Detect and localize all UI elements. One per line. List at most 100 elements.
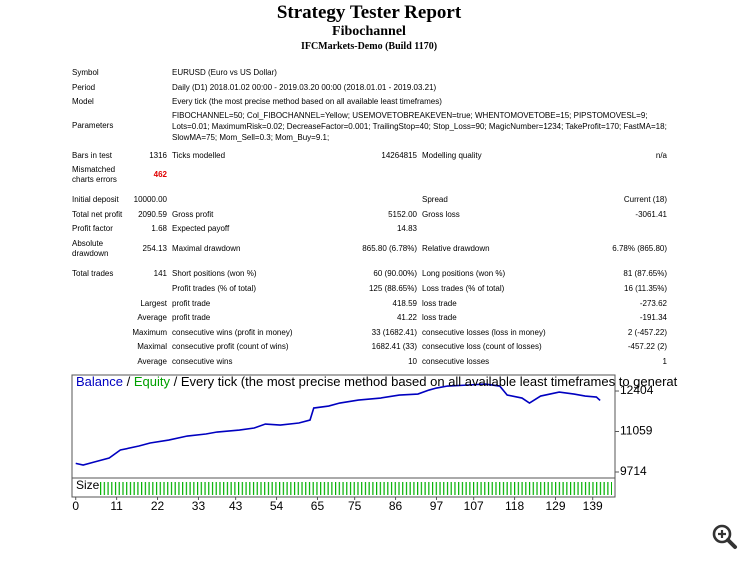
- row-value: n/a: [655, 151, 667, 160]
- row-label: consecutive wins: [172, 357, 233, 366]
- row-value: -273.62: [639, 299, 667, 308]
- row-value: 2 (-457.22): [627, 328, 667, 337]
- row-value: 1316: [149, 151, 167, 160]
- row-value: 81 (87.65%): [623, 269, 667, 278]
- x-tick-label: 11: [110, 499, 123, 513]
- balance-line: [75, 383, 601, 466]
- row-value: Current (18): [623, 195, 667, 204]
- row-label: Total trades: [72, 269, 114, 278]
- row-value: 33 (1682.41): [371, 328, 417, 337]
- info-value: FIBOCHANNEL=50; Col_FIBOCHANNEL=Yellow; …: [172, 111, 667, 142]
- x-tick-label: 33: [192, 499, 206, 513]
- size-bars: [100, 482, 612, 495]
- server-name: IFCMarkets-Demo (Build 1170): [300, 41, 438, 52]
- row-label: Expected payoff: [172, 224, 230, 233]
- row-label: Bars in test: [72, 151, 113, 160]
- row-label: Ticks modelled: [172, 151, 226, 160]
- row-label: Initial deposit: [72, 195, 119, 204]
- row-value: 865.80 (6.78%): [362, 244, 417, 253]
- row-label: Loss trades (% of total): [422, 284, 505, 293]
- x-tick-label: 75: [348, 499, 362, 513]
- legend: Balance / Equity / Every tick (the most …: [76, 374, 678, 389]
- legend-model: / Every tick (the most precise method ba…: [174, 374, 678, 389]
- row-value: Maximum: [132, 328, 167, 337]
- row-label: loss trade: [422, 313, 457, 322]
- y-tick-label: 11059: [620, 424, 653, 438]
- row-label: Modelling quality: [422, 151, 482, 160]
- info-value: Daily (D1) 2018.01.02 00:00 - 2019.03.20…: [172, 83, 437, 92]
- row-value: 1682.41 (33): [371, 342, 417, 351]
- legend-balance: Balance: [76, 374, 123, 389]
- info-label: Period: [72, 83, 96, 92]
- row-label: Mismatched charts errors: [72, 165, 117, 184]
- row-value: 2090.59: [138, 210, 167, 219]
- row-value: -457.22 (2): [627, 342, 667, 351]
- row-label: Profit trades (% of total): [172, 284, 257, 293]
- plot-area: [75, 383, 601, 466]
- x-tick-label: 139: [583, 499, 603, 513]
- row-label: loss trade: [422, 299, 457, 308]
- size-label: Size: [76, 478, 100, 492]
- row-value: 10000.00: [133, 195, 167, 204]
- row-label: Long positions (won %): [422, 269, 506, 278]
- x-tick-label: 22: [151, 499, 165, 513]
- info-label: Parameters: [72, 121, 114, 130]
- row-label: consecutive wins (profit in money): [172, 328, 293, 337]
- row-label: Absolute drawdown: [72, 239, 109, 258]
- row-value: 462: [153, 170, 167, 179]
- row-label: Profit factor: [72, 224, 113, 233]
- row-label: Gross profit: [172, 210, 214, 219]
- info-label: Symbol: [72, 68, 99, 77]
- legend-equity: Equity: [134, 374, 171, 389]
- y-tick-label: 12404: [620, 383, 654, 397]
- x-tick-label: 97: [430, 499, 444, 513]
- x-tick-label: 86: [389, 499, 403, 513]
- row-value: 1.68: [151, 224, 167, 233]
- row-label: Total net profit: [72, 210, 123, 219]
- row-value: 10: [408, 357, 417, 366]
- legend-separator: /: [127, 374, 131, 389]
- row-value: 14.83: [396, 224, 417, 233]
- row-value: 254.13: [142, 244, 167, 253]
- row-value: Largest: [140, 299, 167, 308]
- row-label: Gross loss: [422, 210, 460, 219]
- row-value: Maximal: [137, 342, 167, 351]
- row-label: Short positions (won %): [172, 269, 257, 278]
- row-value: 16 (11.35%): [624, 284, 667, 293]
- row-label: Maximal drawdown: [172, 244, 241, 253]
- row-value: Average: [137, 313, 167, 322]
- row-value: 14264815: [381, 151, 417, 160]
- x-tick-label: 54: [270, 499, 284, 513]
- row-value: 1: [662, 357, 667, 366]
- report-title: Strategy Tester Report: [276, 2, 462, 23]
- row-value: -191.34: [639, 313, 667, 322]
- row-value: 6.78% (865.80): [612, 244, 667, 253]
- x-tick-label: 65: [311, 499, 325, 513]
- row-value: Average: [137, 357, 167, 366]
- x-tick-label: 118: [505, 499, 524, 513]
- row-label: profit trade: [172, 299, 211, 308]
- x-tick-label: 43: [229, 499, 243, 513]
- plot-frame: [71, 374, 616, 479]
- info-label: Model: [72, 97, 94, 106]
- row-label: Relative drawdown: [422, 244, 490, 253]
- info-value: Every tick (the most precise method base…: [172, 97, 442, 106]
- row-value: 41.22: [396, 313, 417, 322]
- row-label: consecutive losses (loss in money): [422, 328, 546, 337]
- row-value: 141: [153, 269, 167, 278]
- y-tick-label: 9714: [620, 464, 647, 478]
- row-value: 5152.00: [388, 210, 417, 219]
- row-label: consecutive loss (count of losses): [422, 342, 542, 351]
- info-value: EURUSD (Euro vs US Dollar): [172, 68, 277, 77]
- x-tick-label: 107: [464, 499, 484, 513]
- row-value: 125 (88.65%): [368, 284, 417, 293]
- x-tick-label: 0: [72, 499, 79, 513]
- row-value: 418.59: [392, 299, 417, 308]
- zoom-icon[interactable]: [712, 524, 737, 549]
- expert-name: Fibochannel: [332, 24, 406, 39]
- row-value: -3061.41: [635, 210, 667, 219]
- row-label: consecutive losses: [422, 357, 490, 366]
- row-label: Spread: [422, 195, 448, 204]
